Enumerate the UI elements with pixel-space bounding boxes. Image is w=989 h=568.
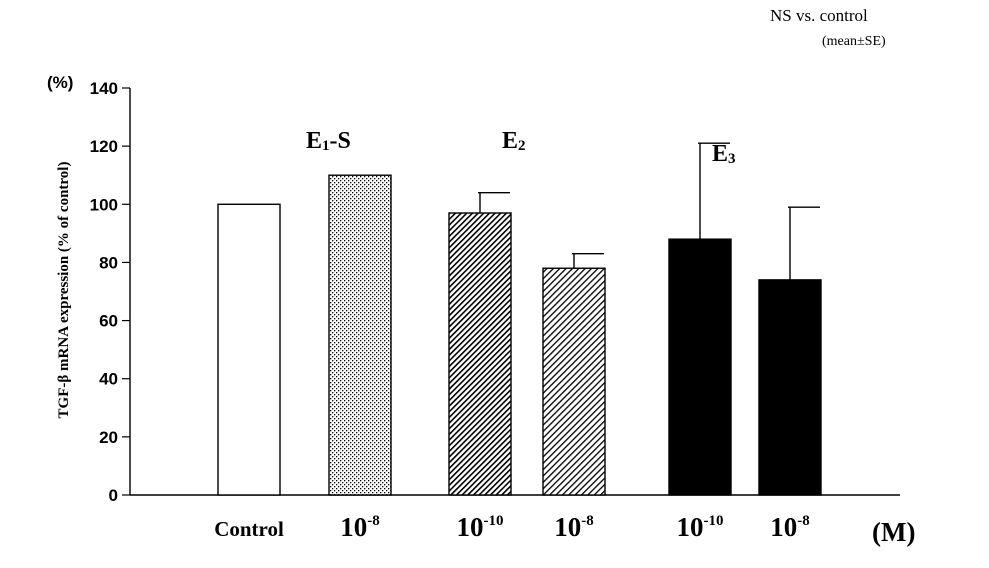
bars: [217, 142, 822, 496]
y-tick-label: 0: [109, 486, 118, 505]
category-label: 10-8: [554, 512, 594, 542]
y-unit-label: (%): [47, 73, 73, 92]
category-label: 10-8: [340, 512, 380, 542]
bar: [448, 212, 512, 496]
y-tick-label: 20: [99, 428, 118, 447]
category-label: 10-8: [770, 512, 810, 542]
y-axis-title: TGF-β mRNA expression (% of control): [56, 162, 72, 419]
y-tick-label: 80: [99, 253, 118, 272]
category-label: 10-10: [457, 512, 504, 542]
bar: [668, 238, 732, 496]
y-tick-label: 120: [90, 137, 118, 156]
statistic-note: (mean±SE): [822, 34, 886, 49]
bar: [328, 174, 392, 496]
bar: [542, 267, 606, 496]
bar: [217, 203, 281, 496]
group-label: E3: [712, 141, 736, 167]
y-tick-label: 60: [99, 312, 118, 331]
category-label: 10-10: [677, 512, 724, 542]
category-label: Control: [214, 517, 284, 541]
x-unit-label: (M): [872, 517, 915, 547]
bar: [758, 279, 822, 496]
group-label: E1-S: [306, 128, 351, 154]
significance-note: NS vs. control: [770, 6, 868, 25]
y-tick-label: 100: [90, 195, 118, 214]
y-tick-label: 140: [90, 79, 118, 98]
labels: Control 10-8 10-10 10-8 10-10 10-8 E1-S E2 E3 (M): [214, 128, 915, 547]
group-label: E2: [502, 128, 526, 154]
y-tick-label: 40: [99, 370, 118, 389]
